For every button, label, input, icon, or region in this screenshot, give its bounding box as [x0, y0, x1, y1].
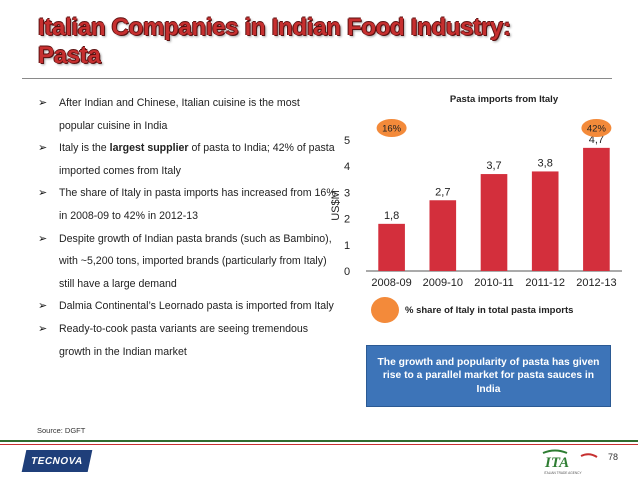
bullet-item: ➢ The share of Italy in pasta imports has…: [38, 182, 338, 227]
ita-logo: ITA ITALIAN TRADE AGENCY: [542, 449, 598, 475]
ita-logo-mark: ITA: [544, 455, 569, 471]
bullet-text: Dalmia Continental’s Leornado pasta is i…: [59, 300, 334, 313]
pasta-imports-chart: Pasta imports from Italy US$M 0 1 2 3 4 5 1,8 200…: [330, 94, 622, 289]
chart-title: Pasta imports from Italy: [450, 94, 559, 105]
chart-data-label: 1,8: [384, 210, 399, 222]
bullet-text-continued: of pasta to India; 42% of pasta imported…: [59, 142, 335, 177]
chart-x-tick-label: 2010-11: [474, 277, 514, 289]
page-number: 78: [608, 452, 619, 462]
chart-x-tick-label: 2008-09: [371, 277, 411, 289]
chart-y-tick-label: 5: [344, 135, 350, 147]
legend-label: % share of Italy in total pasta imports: [405, 305, 574, 316]
bullet-text: After Indian and Chinese, Italian cuisin…: [59, 97, 300, 132]
footer-rule-green: [0, 440, 638, 442]
chart-bar: [378, 223, 405, 271]
legend-swatch-icon: [371, 297, 399, 323]
bullet-arrow-icon: ➢: [38, 142, 48, 155]
ita-logo-subtitle: ITALIAN TRADE AGENCY: [544, 471, 582, 475]
bullet-arrow-icon: ➢: [38, 187, 48, 200]
slide-title-line-1: Italian Companies in Indian Food Industr…: [38, 14, 511, 41]
bullet-arrow-icon: ➢: [38, 97, 48, 109]
bullet-text: Ready-to-cook pasta variants are seeing …: [59, 322, 309, 358]
bullet-text: Despite growth of Indian pasta brands (s…: [59, 232, 332, 290]
slide-title-line-2: Pasta: [38, 42, 101, 69]
chart-y-tick-label: 1: [344, 240, 350, 252]
bullet-text: The share of Italy in pasta imports has …: [59, 187, 336, 222]
chart-share-badge-label: 16%: [382, 124, 402, 135]
bullet-item: ➢ After Indian and Chinese, Italian cuisi…: [38, 92, 338, 137]
chart-data-label: 3,7: [486, 160, 501, 172]
chart-share-badge-label: 42%: [587, 124, 607, 135]
bullet-emphasis: largest supplier: [109, 142, 189, 155]
tecnova-logo-text: TECNOVA: [30, 455, 84, 467]
bullet-item: ➢ Ready-to-cook pasta variants are seeing…: [38, 318, 338, 363]
bullet-arrow-icon: ➢: [38, 322, 48, 335]
bullet-item: ➢ Dalmia Continental’s Leornado pasta is …: [38, 295, 338, 318]
chart-y-tick-label: 2: [344, 214, 350, 226]
chart-y-tick-label: 4: [344, 161, 350, 173]
footer-rule-red: [0, 444, 638, 445]
chart-bar: [531, 171, 559, 271]
bullet-arrow-icon: ➢: [38, 300, 48, 313]
chart-data-label: 3,8: [538, 157, 553, 169]
source-note: Source: DGFT: [37, 426, 86, 435]
bullet-list: ➢ After Indian and Chinese, Italian cuisi…: [38, 92, 338, 363]
chart-bar: [583, 147, 610, 271]
chart-bar: [429, 200, 457, 271]
chart-bar: [480, 174, 508, 271]
tecnova-logo: TECNOVA: [21, 450, 93, 472]
chart-data-label: 4,7: [589, 134, 604, 146]
chart-x-tick-label: 2011-12: [525, 277, 565, 289]
callout-box: The growth and popularity of pasta has g…: [366, 345, 611, 407]
bullet-arrow-icon: ➢: [38, 232, 48, 245]
chart-share-badge: [376, 119, 407, 137]
bullet-text: Italy is the: [59, 142, 110, 155]
chart-x-tick-label: 2012-13: [576, 277, 616, 289]
bullet-item: ➢ Despite growth of Indian pasta brands (…: [38, 228, 338, 296]
bullet-item: ➢ Italy is the largest supplier of pasta …: [38, 137, 338, 182]
chart-y-tick-label: 3: [344, 187, 350, 199]
chart-data-label: 2,7: [435, 186, 450, 198]
chart-share-badge: [581, 119, 612, 137]
chart-y-axis-label: US$M: [330, 190, 342, 221]
title-divider: [22, 78, 612, 79]
chart-y-tick-label: 0: [344, 266, 350, 278]
chart-x-tick-label: 2009-10: [423, 277, 463, 289]
